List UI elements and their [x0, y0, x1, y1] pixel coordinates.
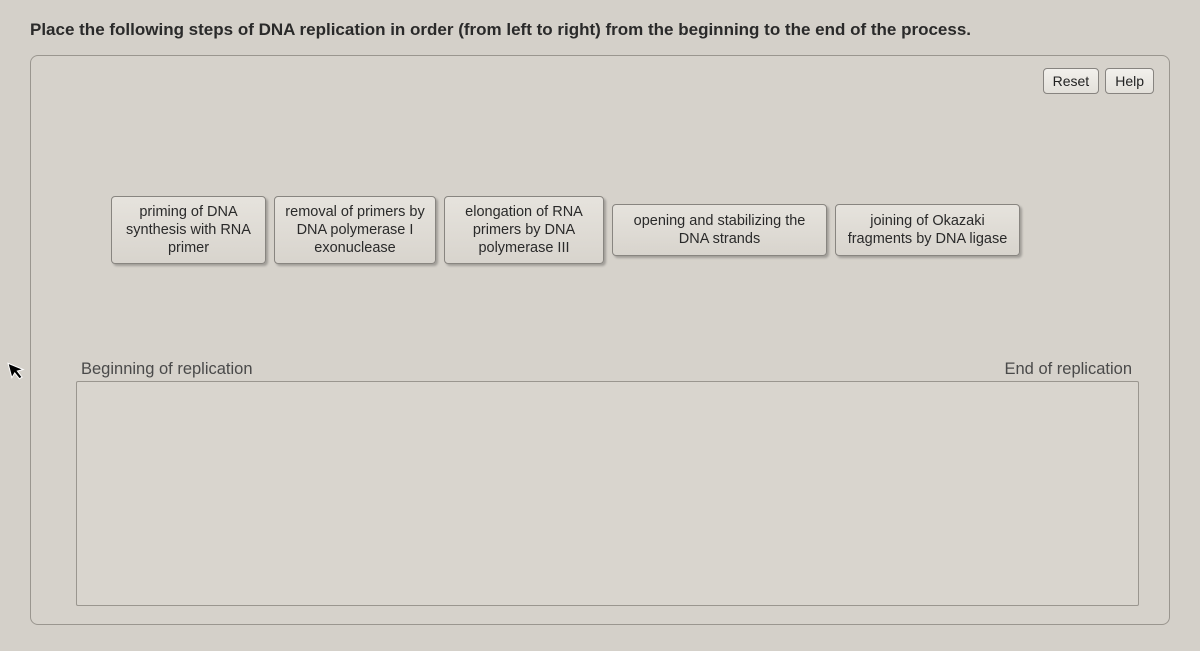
- drag-item-elongation[interactable]: elongation of RNA primers by DNA polymer…: [444, 196, 604, 264]
- reset-button[interactable]: Reset: [1043, 68, 1100, 94]
- help-button[interactable]: Help: [1105, 68, 1154, 94]
- drag-item-priming[interactable]: priming of DNA synthesis with RNA primer: [111, 196, 266, 264]
- action-buttons: Reset Help: [1043, 68, 1154, 94]
- drop-zone[interactable]: Beginning of replication End of replicat…: [76, 381, 1139, 606]
- exercise-panel: Reset Help priming of DNA synthesis with…: [30, 55, 1170, 625]
- drag-item-joining[interactable]: joining of Okazaki fragments by DNA liga…: [835, 204, 1020, 256]
- drop-zone-right-label: End of replication: [1005, 360, 1133, 379]
- drag-item-opening[interactable]: opening and stabilizing the DNA strands: [612, 204, 827, 256]
- drag-item-removal[interactable]: removal of primers by DNA polymerase I e…: [274, 196, 436, 264]
- page-root: Place the following steps of DNA replica…: [0, 0, 1200, 645]
- drop-zone-left-label: Beginning of replication: [81, 360, 253, 379]
- draggable-items-area: priming of DNA synthesis with RNA primer…: [111, 196, 1129, 264]
- question-prompt: Place the following steps of DNA replica…: [30, 20, 1170, 40]
